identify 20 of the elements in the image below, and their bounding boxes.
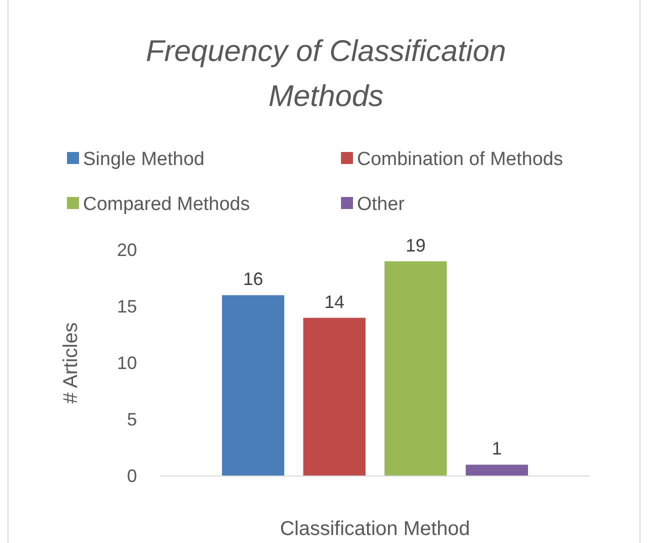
- bar: [222, 295, 284, 476]
- bar: [303, 318, 366, 476]
- bar: [384, 261, 447, 476]
- y-tick-label: 15: [116, 296, 137, 316]
- data-label: 14: [324, 292, 344, 312]
- legend-label: Compared Methods: [83, 194, 250, 215]
- y-tick-label: 0: [126, 466, 137, 486]
- y-tick-label: 20: [116, 240, 137, 260]
- data-label: 16: [243, 269, 264, 290]
- x-axis-title: Classification Method: [280, 518, 470, 540]
- y-axis-title: # Articles: [60, 322, 82, 404]
- chart-title: Frequency of Classification Methods: [146, 35, 506, 113]
- legend-label: Single Method: [83, 149, 204, 170]
- y-tick-label: 10: [116, 353, 137, 373]
- data-label: 1: [492, 438, 502, 459]
- bar: [466, 464, 528, 476]
- data-label: 19: [406, 235, 426, 256]
- legend-label: Other: [357, 194, 406, 215]
- legend-label: Combination of Methods: [357, 149, 563, 170]
- y-tick-label: 5: [126, 410, 137, 430]
